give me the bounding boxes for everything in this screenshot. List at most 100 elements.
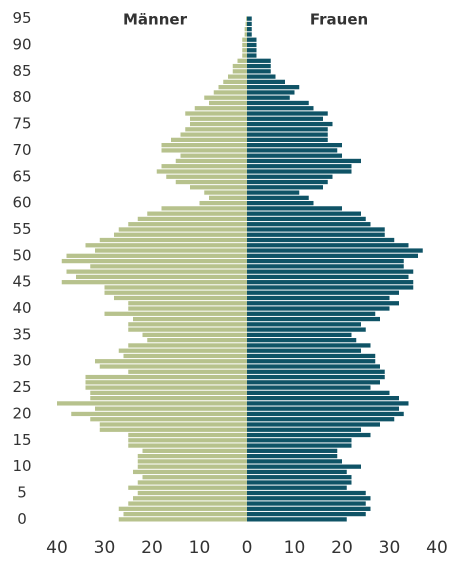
legend-label: Männer (123, 11, 188, 29)
bar (247, 137, 328, 142)
bar (247, 343, 371, 348)
bar (133, 496, 247, 501)
bar (85, 243, 247, 248)
y-tick-label: 40 (12, 299, 31, 317)
y-tick-label: 65 (12, 167, 31, 185)
y-tick-label: 85 (12, 62, 31, 80)
bar (142, 448, 247, 453)
bar (247, 406, 399, 411)
bar (123, 353, 247, 359)
bar (128, 438, 247, 443)
bar (147, 211, 247, 216)
y-tick-label: 15 (12, 431, 31, 449)
bar (90, 396, 247, 401)
bar (247, 306, 390, 311)
bar (247, 364, 380, 369)
bar (247, 127, 328, 132)
bar (247, 211, 361, 216)
bar (99, 422, 247, 427)
y-tick-label: 75 (12, 115, 31, 133)
bar (247, 237, 395, 243)
bar (247, 258, 404, 264)
bar (95, 248, 247, 253)
bar (247, 90, 295, 95)
bar (247, 79, 285, 85)
bar (247, 185, 323, 190)
bar (137, 490, 247, 496)
bar (247, 443, 352, 448)
bar (247, 280, 414, 285)
y-tick-label: 10 (12, 457, 31, 475)
bar (185, 127, 247, 132)
bar (247, 411, 404, 417)
bar (247, 100, 309, 106)
bar (237, 58, 247, 63)
bar (232, 69, 247, 74)
bar (104, 311, 247, 316)
bar (247, 469, 347, 475)
bar (161, 143, 247, 148)
bar (137, 480, 247, 485)
y-tick-label: 80 (12, 88, 31, 106)
y-tick-label: 0 (17, 510, 27, 528)
bar (137, 216, 247, 222)
y-tick-label: 70 (12, 141, 31, 159)
bar (218, 85, 247, 90)
bar (128, 443, 247, 448)
bar (247, 16, 252, 21)
bar (247, 301, 399, 306)
bar (247, 401, 409, 406)
bar (85, 380, 247, 385)
bar (185, 111, 247, 116)
bar (247, 264, 404, 269)
bar (161, 148, 247, 153)
bar (247, 316, 380, 322)
bar (246, 16, 247, 21)
bar (71, 411, 247, 417)
y-tick-label: 60 (12, 194, 31, 212)
y-tick-label: 90 (12, 35, 31, 53)
bar (247, 396, 399, 401)
bar (247, 438, 352, 443)
x-tick-label: 30 (94, 538, 116, 557)
bar (95, 359, 247, 364)
y-tick-label: 20 (12, 404, 31, 422)
bar (147, 338, 247, 343)
bar (137, 459, 247, 464)
bar (247, 164, 352, 169)
bar (247, 69, 271, 74)
bar (247, 227, 385, 232)
bar (209, 100, 247, 106)
bar (247, 422, 380, 427)
bar (175, 158, 247, 164)
bar (247, 374, 385, 380)
bar (156, 169, 247, 174)
bar (247, 206, 342, 211)
bar (223, 79, 247, 85)
bar (104, 290, 247, 295)
bar (247, 32, 252, 37)
bar (247, 290, 399, 295)
bar (133, 469, 247, 475)
bar (247, 459, 342, 464)
bar (247, 385, 371, 390)
bar (114, 295, 247, 301)
x-tick-label: 20 (331, 538, 353, 557)
bar (242, 53, 247, 58)
bar (247, 285, 414, 290)
bar (247, 501, 366, 506)
bar (247, 269, 414, 274)
bar (247, 174, 333, 179)
bar (247, 322, 361, 327)
bar (128, 322, 247, 327)
y-tick-label: 25 (12, 378, 31, 396)
bar (247, 58, 271, 63)
x-tick-label: 40 (46, 538, 68, 557)
bar (61, 258, 247, 264)
bar (247, 453, 338, 459)
bar (247, 169, 352, 174)
bar (247, 158, 361, 164)
y-tick-label: 55 (12, 220, 31, 238)
bar (123, 511, 247, 517)
bar (99, 427, 247, 432)
